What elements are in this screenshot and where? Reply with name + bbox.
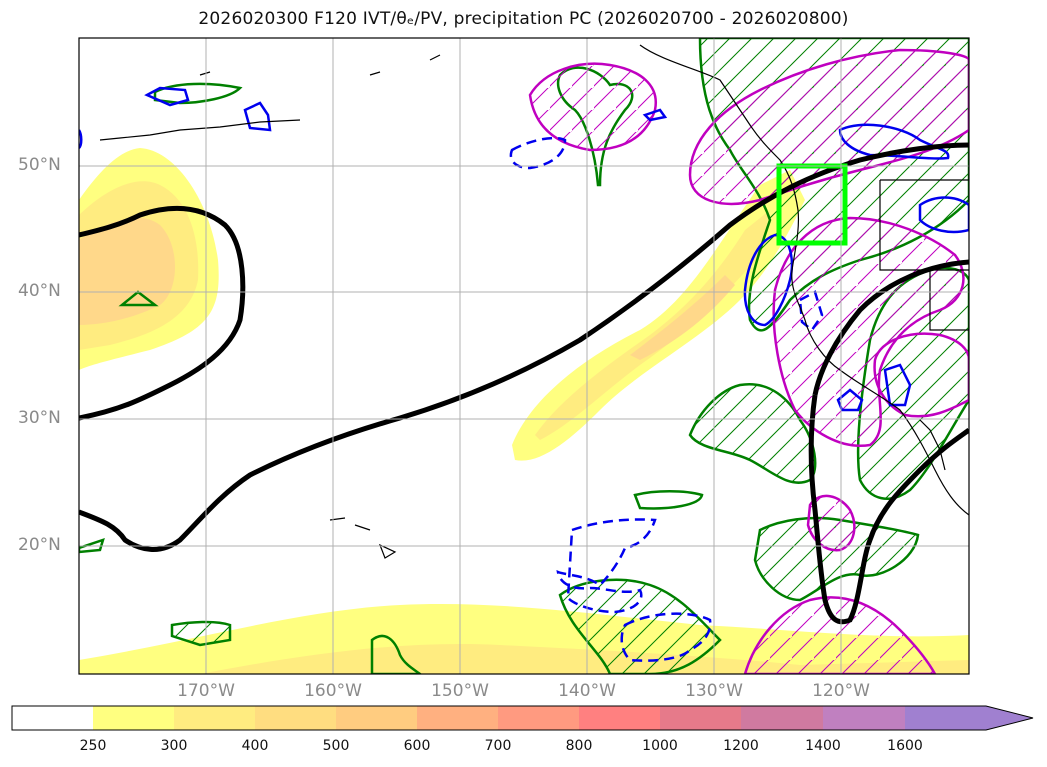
precip-green-area — [558, 578, 722, 674]
lon-label: 120°W — [812, 681, 870, 701]
coastlines — [99, 44, 969, 559]
theta-e-contour — [743, 233, 794, 327]
colorbar-tick: 500 — [322, 738, 350, 754]
lat-label: 30°N — [18, 408, 61, 428]
colorbar-segment — [823, 706, 905, 730]
ivt-region-west-core — [79, 217, 175, 325]
colorbar-segment — [174, 706, 255, 730]
colorbar-tick: 250 — [79, 738, 107, 754]
theta-e-contour — [838, 123, 950, 160]
theta-e-contour — [918, 196, 969, 234]
precip-green-area — [370, 634, 423, 674]
colorbar-segment — [93, 706, 174, 730]
colorbar-tick: 700 — [484, 738, 512, 754]
colorbar-extend-arrow — [905, 706, 1033, 730]
colorbar-tick: 400 — [241, 738, 269, 754]
pv-contours — [79, 142, 969, 625]
theta-e-contour-negative — [509, 136, 567, 170]
theta-e-contour-negative — [620, 612, 712, 662]
precip-green-area — [633, 490, 704, 510]
map-title: 2026020300 F120 IVT/θₑ/PV, precipitation… — [198, 9, 849, 29]
pv-contour — [812, 259, 969, 396]
lon-label: 160°W — [304, 681, 362, 701]
pv-contour — [808, 394, 969, 625]
coastline — [199, 54, 441, 76]
colorbar-tick: 800 — [565, 738, 593, 754]
theta-e-contours — [79, 86, 969, 662]
theta-e-contour — [144, 86, 190, 107]
colorbar-tick: 600 — [403, 738, 431, 754]
coastline — [919, 419, 946, 471]
map-area[interactable] — [79, 38, 969, 674]
lon-label: 170°W — [177, 681, 235, 701]
ivt-south-band — [79, 604, 969, 674]
ivt-plume-core — [630, 275, 735, 360]
colorbar-tick: 300 — [160, 738, 188, 754]
theta-e-contour-negative — [798, 290, 824, 332]
precip-magenta-area — [743, 596, 937, 674]
colorbar — [11, 705, 1034, 731]
coastline — [99, 119, 301, 141]
lon-label: 130°W — [685, 681, 743, 701]
colorbar-segment — [660, 706, 741, 730]
coastline — [639, 44, 969, 516]
pv-contour — [79, 205, 246, 421]
colorbar-tick: 1400 — [805, 738, 841, 754]
gridlines — [79, 38, 969, 674]
colorbar-segment — [417, 706, 498, 730]
colorbar-segment — [255, 706, 336, 730]
theta-e-contour-negative — [556, 518, 657, 614]
colorbar-segment — [498, 706, 579, 730]
ivt-plume-mid — [535, 210, 770, 440]
lon-label: 150°W — [431, 681, 489, 701]
coastline — [329, 517, 397, 559]
precip-green-area — [79, 538, 105, 554]
theta-e-contour — [79, 129, 83, 149]
precip-green-area — [118, 290, 159, 307]
colorbar-segment — [741, 706, 823, 730]
colorbar-segment — [12, 706, 93, 730]
precip-green-area — [153, 82, 243, 105]
coastline — [879, 179, 969, 331]
colorbar-tick: 1000 — [642, 738, 678, 754]
colorbar-tick: 1200 — [723, 738, 759, 754]
lat-label: 20°N — [18, 535, 61, 555]
pv-contour — [79, 142, 969, 552]
theta-e-contour — [883, 363, 912, 407]
precip-magenta-area — [528, 62, 658, 152]
theta-e-contour — [642, 108, 668, 122]
map-frame — [78, 37, 970, 675]
precip-green-area — [170, 620, 232, 647]
theta-e-contour — [243, 101, 272, 132]
colorbar-tick: 1600 — [887, 738, 923, 754]
colorbar-segment — [579, 706, 660, 730]
lon-label: 140°W — [558, 681, 616, 701]
colorbar-outline — [11, 705, 1034, 731]
lat-label: 50°N — [18, 155, 61, 175]
colorbar-segment — [336, 706, 417, 730]
lat-label: 40°N — [18, 281, 61, 301]
